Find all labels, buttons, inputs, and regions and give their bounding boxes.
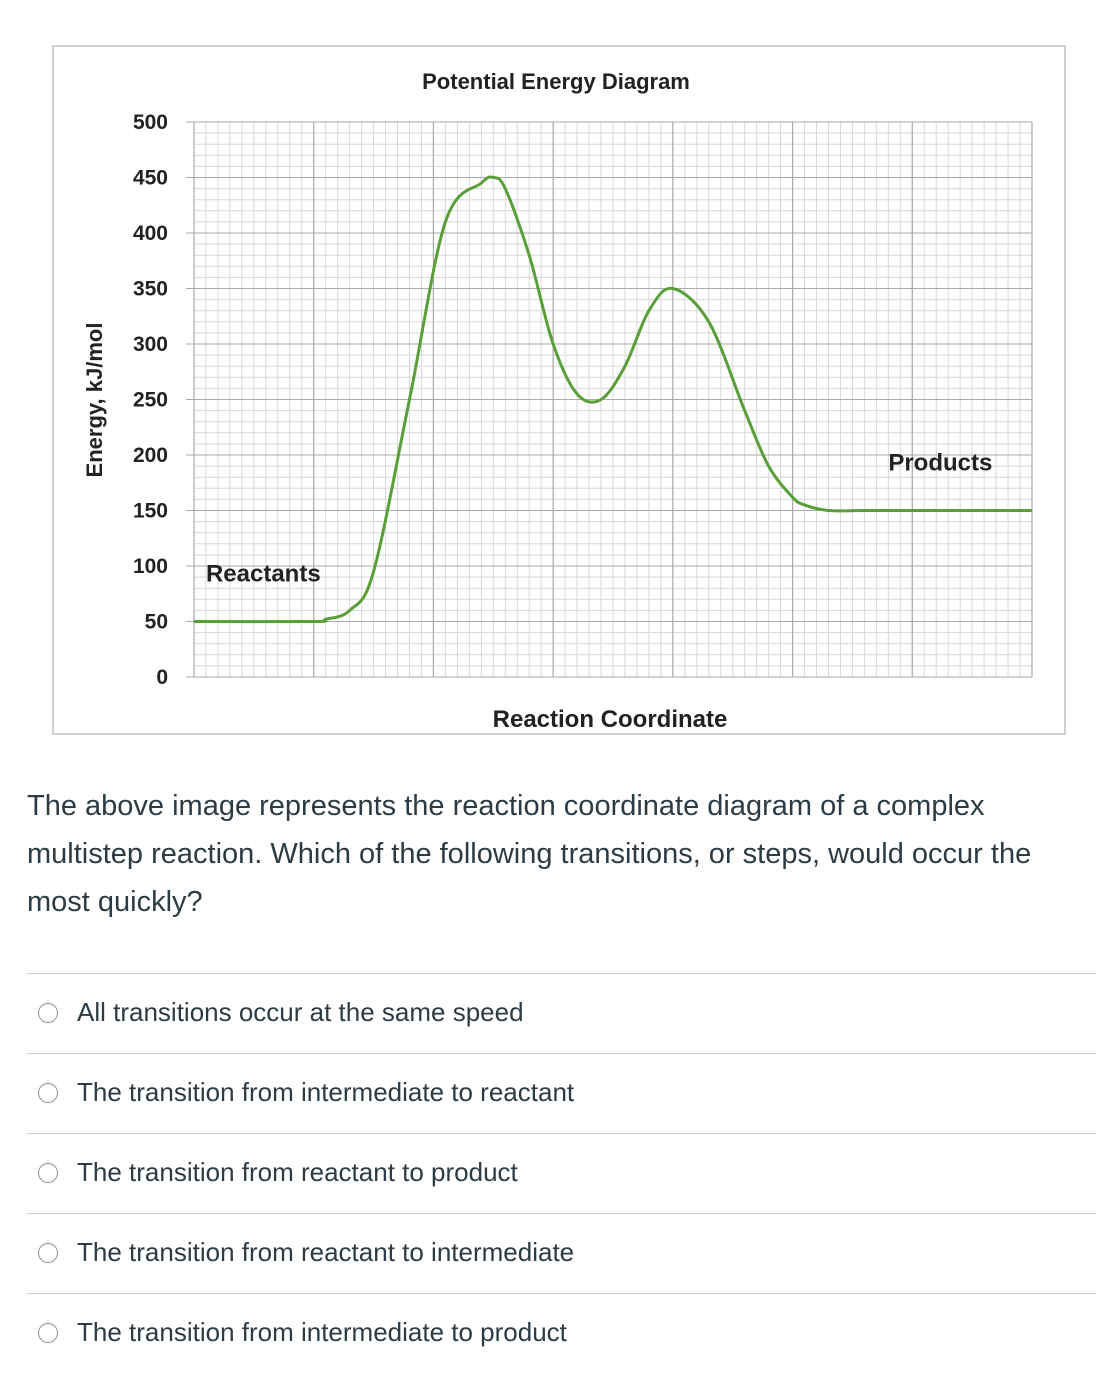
answer-label: The transition from reactant to product — [77, 1157, 518, 1187]
potential-energy-chart: 0 50 100 150 200 250 300 350 400 450 500 Potential … — [52, 45, 1066, 735]
y-tick-label: 300 — [133, 333, 168, 356]
chart-svg: 0 50 100 150 200 250 300 350 400 450 500 Potential … — [82, 69, 1033, 733]
answer-option-4[interactable]: The transition from reactant to intermed… — [27, 1213, 1096, 1293]
y-axis-label: Energy, kJ/mol — [82, 323, 107, 478]
annotation-products: Products — [888, 450, 992, 477]
chart-title: Potential Energy Diagram — [422, 69, 690, 94]
answer-option-2[interactable]: The transition from intermediate to reac… — [27, 1053, 1096, 1133]
answer-option-3[interactable]: The transition from reactant to product — [27, 1133, 1096, 1213]
answer-label: The transition from intermediate to reac… — [77, 1077, 575, 1107]
y-tick-label: 0 — [156, 666, 168, 689]
radio-button[interactable] — [38, 1243, 58, 1263]
question-text: The above image represents the reaction … — [27, 790, 1032, 918]
radio-button[interactable] — [38, 1323, 58, 1343]
answer-label: The transition from reactant to intermed… — [77, 1237, 575, 1267]
radio-button[interactable] — [38, 1163, 58, 1183]
y-tick-label: 250 — [133, 389, 168, 412]
y-tick-label: 400 — [133, 222, 168, 245]
y-tick-label: 350 — [133, 278, 168, 301]
y-tick-label: 50 — [145, 611, 168, 634]
answer-label: The transition from intermediate to prod… — [77, 1317, 567, 1347]
y-tick-label: 150 — [133, 500, 168, 523]
radio-button[interactable] — [38, 1083, 58, 1103]
answer-option-1[interactable]: All transitions occur at the same speed — [27, 973, 1096, 1053]
answer-label: All transitions occur at the same speed — [77, 997, 524, 1027]
y-tick-label: 450 — [133, 167, 168, 190]
y-tick-label: 500 — [133, 111, 168, 134]
answer-option-5[interactable]: The transition from intermediate to prod… — [27, 1293, 1096, 1373]
y-tick-label: 200 — [133, 444, 168, 467]
y-tick-label: 100 — [133, 555, 168, 578]
answer-list: All transitions occur at the same speed … — [27, 973, 1096, 1373]
annotation-reactants: Reactants — [206, 561, 321, 588]
energy-curve — [193, 175, 1032, 624]
radio-button[interactable] — [38, 1003, 58, 1023]
x-axis-label: Reaction Coordinate — [493, 706, 728, 733]
